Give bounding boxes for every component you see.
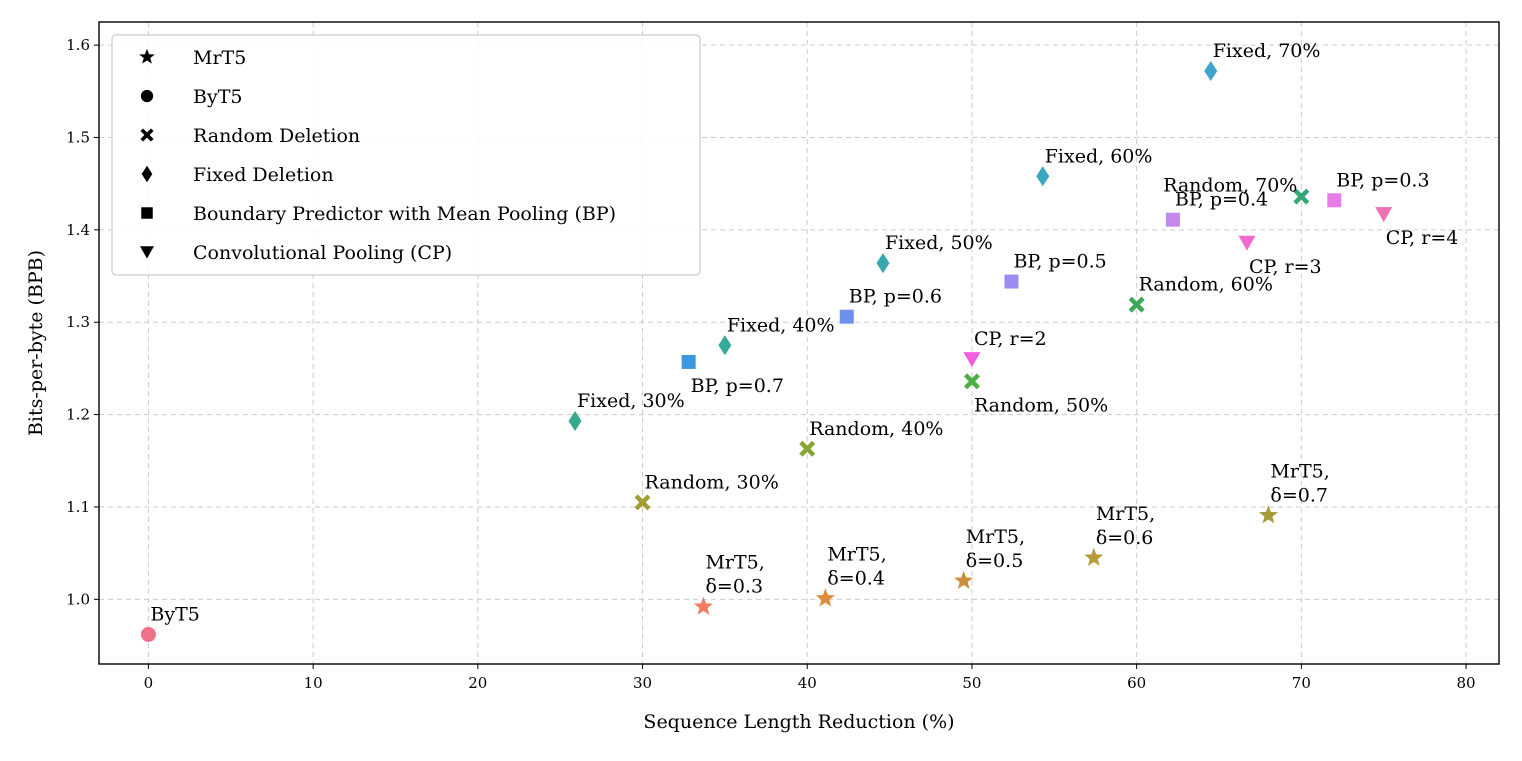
point-cp-cp-r-2	[963, 352, 981, 368]
point-fixed-fixed-60	[1036, 166, 1050, 187]
data-label-mrt5-0-5: MrT5, δ=0.5	[966, 526, 1025, 572]
point-mrt5-mrt5-0-3	[693, 596, 713, 615]
legend-label: Convolutional Pooling (CP)	[193, 242, 452, 264]
point-mrt5-mrt5-0-5	[954, 570, 974, 589]
data-label-fixed-40: Fixed, 40%	[727, 314, 835, 336]
x-tick-label: 20	[468, 674, 487, 692]
data-label-mrt5-0-3: MrT5, δ=0.3	[705, 552, 764, 598]
point-fixed-fixed-50	[876, 253, 890, 274]
point-mrt5-mrt5-0-7	[1258, 505, 1278, 524]
data-label-random-70: Random, 70%	[1163, 175, 1297, 197]
legend-item-random-deletion: Random Deletion	[140, 125, 360, 147]
data-points	[140, 60, 1393, 642]
point-random-random-40	[799, 440, 816, 457]
x-tick-label: 30	[633, 674, 652, 692]
plot-frame	[98, 21, 1500, 665]
legend: MrT5 ByT5 Random Deletion Fixed Deletion Bou…	[111, 34, 701, 276]
point-cp-cp-r-3	[1238, 235, 1256, 251]
data-label-random-50: Random, 50%	[974, 394, 1108, 416]
point-bp-bp-p-0-4	[1165, 212, 1180, 227]
y-tick-label: 1.1	[66, 498, 90, 516]
data-label-fixed-30: Fixed, 30%	[577, 390, 685, 412]
legend-item-boundary-predictor-with-mean-pooling-bp: Boundary Predictor with Mean Pooling (BP…	[141, 203, 616, 225]
data-label-random-60: Random, 60%	[1139, 274, 1273, 296]
data-label-bp-p-0-3: BP, p=0.3	[1336, 169, 1429, 191]
legend-marker-x	[140, 128, 154, 142]
y-tick-label: 1.3	[66, 313, 90, 331]
legend-item-convolutional-pooling-cp: Convolutional Pooling (CP)	[140, 242, 452, 264]
data-labels: ByT5 MrT5, δ=0.3 MrT5, δ=0.4 MrT5, δ=0.5 MrT5, δ…	[150, 40, 1458, 625]
legend-item-fixed-deletion: Fixed Deletion	[141, 164, 334, 186]
legend-marker-triangle	[140, 246, 154, 259]
x-tick-label: 40	[798, 674, 817, 692]
legend-label: Fixed Deletion	[193, 164, 334, 186]
point-bp-bp-p-0-5	[1004, 274, 1019, 289]
data-label-cp-r-2: CP, r=2	[974, 328, 1047, 350]
data-label-bp-p-0-7: BP, p=0.7	[691, 375, 784, 397]
grid	[99, 22, 1499, 664]
x-axis-ticks: 0 10 20 30 40 50 60 70 80	[144, 664, 1476, 692]
x-tick-label: 60	[1127, 674, 1146, 692]
point-random-random-50	[963, 373, 980, 390]
legend-item-mrt5: MrT5	[139, 47, 246, 69]
legend-item-byt5: ByT5	[140, 86, 242, 108]
y-tick-label: 1.4	[66, 221, 90, 239]
data-label-mrt5-0-7: MrT5, δ=0.7	[1270, 460, 1329, 506]
data-label-fixed-50: Fixed, 50%	[885, 232, 993, 254]
data-label-bp-p-0-6: BP, p=0.6	[849, 286, 942, 308]
data-label-random-30: Random, 30%	[645, 471, 779, 493]
point-random-random-70	[1293, 188, 1310, 205]
point-byt5-byt5	[140, 626, 156, 642]
point-bp-bp-p-0-6	[839, 309, 854, 324]
point-mrt5-mrt5-0-4	[815, 588, 835, 607]
x-tick-label: 80	[1457, 674, 1476, 692]
x-tick-label: 50	[962, 674, 981, 692]
data-label-bp-p-0-5: BP, p=0.5	[1013, 251, 1106, 273]
point-random-random-60	[1128, 296, 1145, 313]
y-axis-title: Bits-per-byte (BPB)	[25, 250, 47, 436]
legend-box	[111, 34, 701, 276]
point-bp-bp-p-0-3	[1327, 193, 1342, 208]
legend-marker-square	[141, 207, 153, 219]
x-axis-title: Sequence Length Reduction (%)	[643, 711, 954, 733]
point-cp-cp-r-4	[1375, 207, 1393, 223]
legend-marker-star	[139, 48, 155, 64]
y-tick-label: 1.2	[66, 406, 90, 424]
point-fixed-fixed-70	[1204, 60, 1218, 81]
data-label-bp-p-0-4: BP, p=0.4	[1175, 189, 1268, 211]
legend-marker-diamond	[141, 165, 153, 183]
y-tick-label: 1.5	[66, 128, 90, 146]
x-tick-label: 0	[144, 674, 154, 692]
point-bp-bp-p-0-7	[681, 354, 696, 369]
legend-marker-circle	[140, 89, 154, 103]
y-tick-label: 1.0	[66, 590, 90, 608]
data-label-cp-r-3: CP, r=3	[1249, 256, 1322, 278]
point-fixed-fixed-30	[568, 411, 582, 432]
data-label-byt5: ByT5	[150, 603, 199, 625]
x-tick-label: 10	[304, 674, 323, 692]
legend-label: Boundary Predictor with Mean Pooling (BP…	[193, 203, 616, 225]
point-mrt5-mrt5-0-6	[1084, 547, 1104, 566]
y-tick-label: 1.6	[66, 36, 90, 54]
legend-label: MrT5	[193, 47, 246, 69]
x-tick-label: 70	[1292, 674, 1311, 692]
data-label-mrt5-0-6: MrT5, δ=0.6	[1096, 503, 1155, 549]
legend-label: Random Deletion	[193, 125, 360, 147]
data-label-cp-r-4: CP, r=4	[1386, 227, 1459, 249]
point-random-random-30	[634, 494, 651, 511]
data-label-fixed-70: Fixed, 70%	[1213, 40, 1321, 62]
legend-label: ByT5	[193, 86, 242, 108]
y-axis-ticks: 1.0 1.1 1.2 1.3 1.4 1.5 1.6	[66, 36, 99, 608]
data-label-mrt5-0-4: MrT5, δ=0.4	[827, 543, 886, 589]
data-label-fixed-60: Fixed, 60%	[1045, 145, 1153, 167]
data-label-random-40: Random, 40%	[809, 418, 943, 440]
point-fixed-fixed-40	[718, 335, 732, 356]
